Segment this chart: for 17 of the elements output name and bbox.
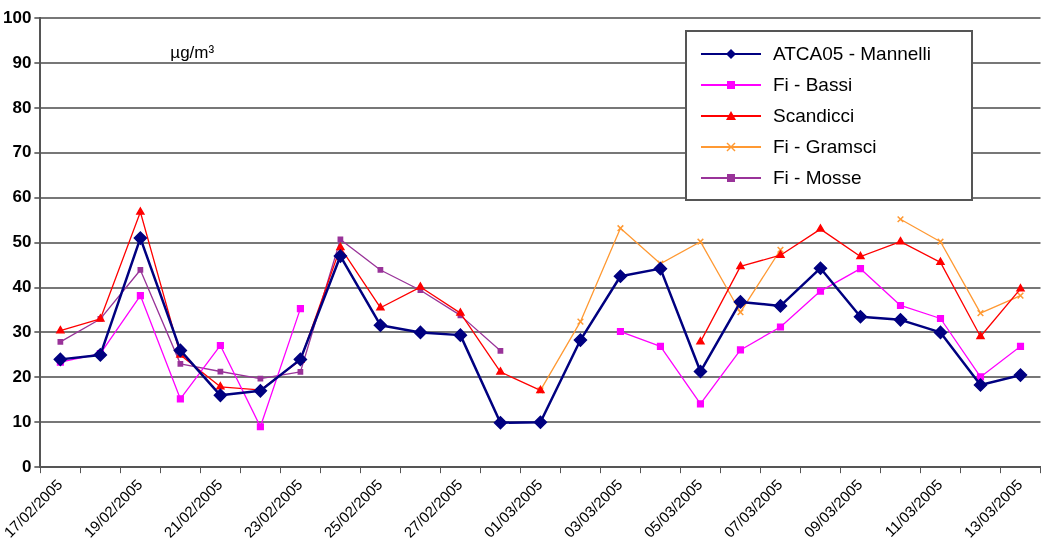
legend-label: Fi - Bassi [772, 73, 853, 96]
legend-label: ATCA05 - Mannelli [772, 42, 931, 65]
y-tick-label: 10 [12, 411, 32, 431]
y-tick-label: 60 [12, 187, 32, 207]
annotation: µg/m³ [170, 43, 215, 62]
y-tick-label: 80 [12, 97, 32, 117]
legend-label: Fi - Gramsci [772, 135, 877, 158]
y-tick-label: 30 [12, 322, 32, 342]
y-tick-label: 100 [2, 7, 32, 27]
legend-label: Fi - Mosse [772, 166, 862, 189]
legend-label: Scandicci [772, 104, 855, 127]
y-tick-label: 40 [12, 277, 32, 297]
y-tick-label: 90 [12, 52, 32, 72]
y-tick-label: 70 [12, 142, 32, 162]
y-tick-label: 0 [21, 456, 32, 476]
y-tick-label: 20 [12, 367, 32, 387]
y-tick-label: 50 [12, 232, 32, 252]
